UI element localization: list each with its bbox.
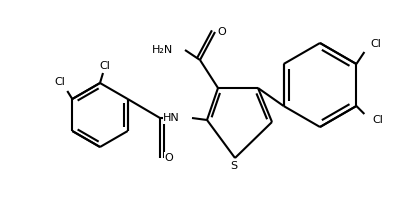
Text: HN: HN bbox=[163, 113, 180, 123]
Text: O: O bbox=[165, 153, 173, 163]
Text: S: S bbox=[230, 161, 237, 171]
Text: H₂N: H₂N bbox=[152, 45, 173, 55]
Text: Cl: Cl bbox=[100, 61, 111, 71]
Text: Cl: Cl bbox=[372, 115, 383, 125]
Text: O: O bbox=[218, 27, 226, 37]
Text: Cl: Cl bbox=[55, 77, 66, 87]
Text: Cl: Cl bbox=[371, 39, 381, 49]
